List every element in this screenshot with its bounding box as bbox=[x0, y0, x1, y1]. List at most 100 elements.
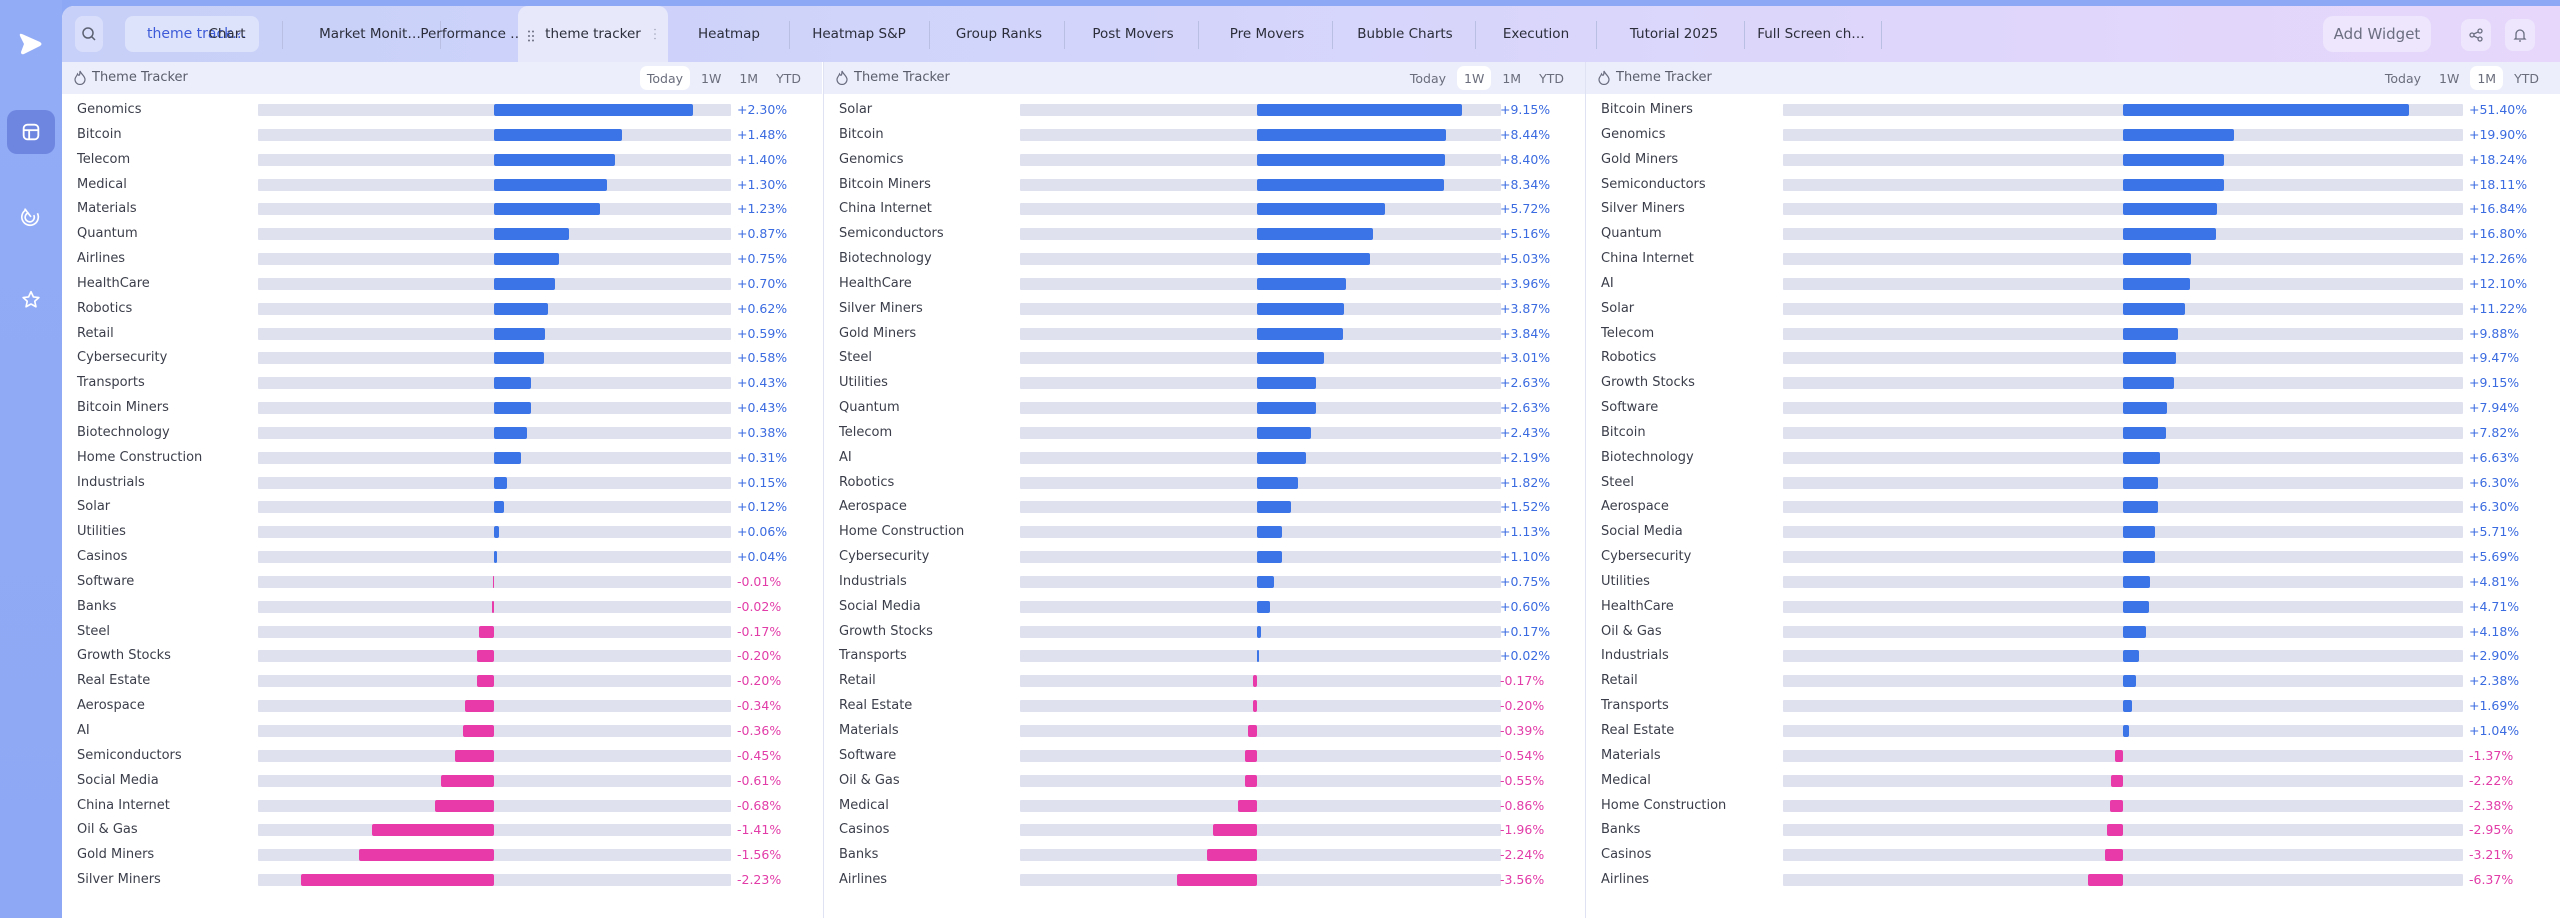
share-button[interactable] bbox=[2461, 19, 2491, 51]
theme-row[interactable]: Telecom +2.43% bbox=[824, 421, 1585, 445]
theme-row[interactable]: Oil & Gas -0.55% bbox=[824, 769, 1585, 793]
theme-row[interactable]: Transports +0.02% bbox=[824, 644, 1585, 668]
sidebar-item-scanner[interactable] bbox=[7, 194, 55, 238]
theme-row[interactable]: Bitcoin +8.44% bbox=[824, 123, 1585, 147]
theme-row[interactable]: Bitcoin Miners +0.43% bbox=[62, 396, 822, 420]
theme-row[interactable]: Casinos +0.04% bbox=[62, 545, 822, 569]
theme-row[interactable]: Banks -2.95% bbox=[1586, 818, 2560, 842]
tab-theme-tracker[interactable]: theme tracker bbox=[518, 6, 668, 62]
theme-row[interactable]: Aerospace +1.52% bbox=[824, 495, 1585, 519]
range-ytd[interactable]: YTD bbox=[2514, 70, 2539, 86]
theme-row[interactable]: Industrials +0.75% bbox=[824, 570, 1585, 594]
theme-row[interactable]: Cybersecurity +0.58% bbox=[62, 346, 822, 370]
play-logo-icon[interactable] bbox=[16, 30, 44, 58]
theme-row[interactable]: Oil & Gas +4.18% bbox=[1586, 620, 2560, 644]
notifications-button[interactable] bbox=[2505, 19, 2535, 51]
theme-row[interactable]: Banks -2.24% bbox=[824, 843, 1585, 867]
theme-row[interactable]: Steel -0.17% bbox=[62, 620, 822, 644]
theme-row[interactable]: Materials -1.37% bbox=[1586, 744, 2560, 768]
theme-row[interactable]: Banks -0.02% bbox=[62, 595, 822, 619]
theme-row[interactable]: Quantum +16.80% bbox=[1586, 222, 2560, 246]
theme-row[interactable]: Silver Miners +3.87% bbox=[824, 297, 1585, 321]
theme-row[interactable]: Solar +11.22% bbox=[1586, 297, 2560, 321]
theme-row[interactable]: HealthCare +3.96% bbox=[824, 272, 1585, 296]
tab-tutorial-2025[interactable]: Tutorial 2025 bbox=[1604, 6, 1744, 62]
theme-row[interactable]: China Internet -0.68% bbox=[62, 794, 822, 818]
tab-market-monit[interactable]: Market Monit… bbox=[300, 6, 440, 62]
theme-row[interactable]: Robotics +0.62% bbox=[62, 297, 822, 321]
theme-row[interactable]: Cybersecurity +1.10% bbox=[824, 545, 1585, 569]
range-today[interactable]: Today bbox=[1409, 70, 1447, 86]
theme-row[interactable]: Gold Miners -1.56% bbox=[62, 843, 822, 867]
theme-row[interactable]: Robotics +9.47% bbox=[1586, 346, 2560, 370]
layout-select[interactable]: theme track… ⌄ bbox=[125, 16, 259, 52]
theme-row[interactable]: Semiconductors +18.11% bbox=[1586, 173, 2560, 197]
theme-row[interactable]: Materials -0.39% bbox=[824, 719, 1585, 743]
theme-row[interactable]: Home Construction +0.31% bbox=[62, 446, 822, 470]
range-1m[interactable]: 1M bbox=[2470, 66, 2504, 90]
theme-row[interactable]: HealthCare +4.71% bbox=[1586, 595, 2560, 619]
theme-row[interactable]: Steel +6.30% bbox=[1586, 471, 2560, 495]
tab-group-ranks[interactable]: Group Ranks bbox=[934, 6, 1064, 62]
theme-row[interactable]: Quantum +0.87% bbox=[62, 222, 822, 246]
theme-row[interactable]: Casinos -1.96% bbox=[824, 818, 1585, 842]
tab-execution[interactable]: Execution bbox=[1476, 6, 1596, 62]
theme-row[interactable]: Retail +0.59% bbox=[62, 322, 822, 346]
theme-row[interactable]: Growth Stocks +0.17% bbox=[824, 620, 1585, 644]
theme-row[interactable]: HealthCare +0.70% bbox=[62, 272, 822, 296]
theme-row[interactable]: Genomics +8.40% bbox=[824, 148, 1585, 172]
theme-row[interactable]: Transports +1.69% bbox=[1586, 694, 2560, 718]
theme-row[interactable]: Genomics +2.30% bbox=[62, 98, 822, 122]
theme-row[interactable]: Bitcoin +1.48% bbox=[62, 123, 822, 147]
theme-row[interactable]: Bitcoin Miners +51.40% bbox=[1586, 98, 2560, 122]
tab-full-screen-ch[interactable]: Full Screen ch… bbox=[1741, 6, 1881, 62]
range-ytd[interactable]: YTD bbox=[1539, 70, 1564, 86]
theme-row[interactable]: Real Estate -0.20% bbox=[824, 694, 1585, 718]
theme-row[interactable]: Software -0.01% bbox=[62, 570, 822, 594]
theme-row[interactable]: Airlines -6.37% bbox=[1586, 868, 2560, 892]
theme-row[interactable]: Retail -0.17% bbox=[824, 669, 1585, 693]
theme-row[interactable]: Cybersecurity +5.69% bbox=[1586, 545, 2560, 569]
theme-row[interactable]: Bitcoin Miners +8.34% bbox=[824, 173, 1585, 197]
search-button[interactable] bbox=[75, 16, 103, 52]
theme-row[interactable]: Telecom +1.40% bbox=[62, 148, 822, 172]
sidebar-item-dashboard[interactable] bbox=[7, 110, 55, 154]
theme-row[interactable]: Airlines -3.56% bbox=[824, 868, 1585, 892]
theme-row[interactable]: Retail +2.38% bbox=[1586, 669, 2560, 693]
theme-row[interactable]: Transports +0.43% bbox=[62, 371, 822, 395]
range-today[interactable]: Today bbox=[639, 66, 691, 90]
theme-row[interactable]: Biotechnology +0.38% bbox=[62, 421, 822, 445]
theme-row[interactable]: AI +12.10% bbox=[1586, 272, 2560, 296]
theme-row[interactable]: Semiconductors +5.16% bbox=[824, 222, 1585, 246]
theme-row[interactable]: Semiconductors -0.45% bbox=[62, 744, 822, 768]
add-widget-button[interactable]: Add Widget bbox=[2323, 16, 2431, 52]
tab-heatmap-s-p[interactable]: Heatmap S&P bbox=[789, 6, 929, 62]
theme-row[interactable]: Quantum +2.63% bbox=[824, 396, 1585, 420]
theme-row[interactable]: Materials +1.23% bbox=[62, 197, 822, 221]
tab-performance[interactable]: Performance … bbox=[410, 6, 534, 62]
range-1w[interactable]: 1W bbox=[701, 70, 722, 86]
theme-row[interactable]: Home Construction +1.13% bbox=[824, 520, 1585, 544]
tab-heatmap[interactable]: Heatmap bbox=[669, 6, 789, 62]
range-1m[interactable]: 1M bbox=[1502, 70, 1522, 86]
tab-bubble-charts[interactable]: Bubble Charts bbox=[1335, 6, 1475, 62]
theme-row[interactable]: AI +2.19% bbox=[824, 446, 1585, 470]
theme-row[interactable]: Biotechnology +5.03% bbox=[824, 247, 1585, 271]
theme-row[interactable]: Telecom +9.88% bbox=[1586, 322, 2560, 346]
theme-row[interactable]: Software -0.54% bbox=[824, 744, 1585, 768]
range-ytd[interactable]: YTD bbox=[776, 70, 801, 86]
tab-pre-movers[interactable]: Pre Movers bbox=[1202, 6, 1332, 62]
theme-row[interactable]: AI -0.36% bbox=[62, 719, 822, 743]
sidebar-item-watchlist[interactable] bbox=[7, 278, 55, 322]
theme-row[interactable]: Home Construction -2.38% bbox=[1586, 794, 2560, 818]
theme-row[interactable]: Utilities +0.06% bbox=[62, 520, 822, 544]
tab-post-movers[interactable]: Post Movers bbox=[1068, 6, 1198, 62]
theme-row[interactable]: Growth Stocks +9.15% bbox=[1586, 371, 2560, 395]
range-1w[interactable]: 1W bbox=[1457, 66, 1492, 90]
theme-row[interactable]: Real Estate -0.20% bbox=[62, 669, 822, 693]
theme-row[interactable]: Software +7.94% bbox=[1586, 396, 2560, 420]
theme-row[interactable]: Aerospace +6.30% bbox=[1586, 495, 2560, 519]
tab-chart[interactable]: Chart bbox=[172, 6, 282, 62]
theme-row[interactable]: Steel +3.01% bbox=[824, 346, 1585, 370]
theme-row[interactable]: Social Media -0.61% bbox=[62, 769, 822, 793]
